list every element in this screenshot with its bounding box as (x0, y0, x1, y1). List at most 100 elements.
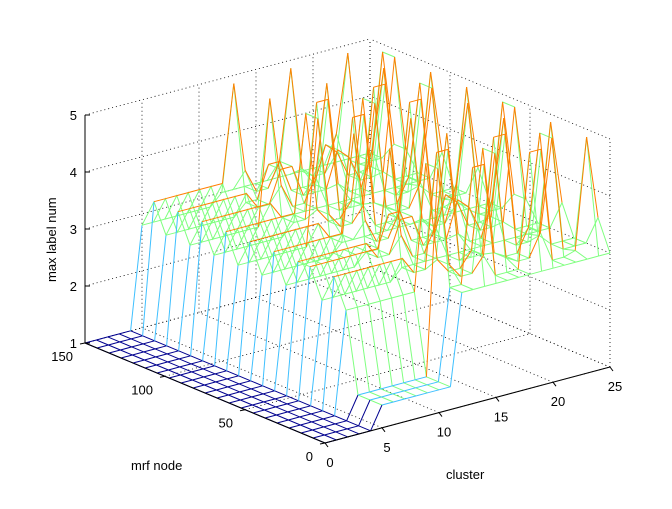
surface-mesh-line (382, 51, 395, 145)
surface-mesh-line (227, 383, 240, 388)
surface-mesh-line (285, 281, 298, 286)
surface-mesh-line (233, 185, 245, 190)
surface-mesh-line (201, 218, 214, 223)
surface-mesh-line (447, 251, 459, 256)
surface-mesh-line (425, 163, 438, 260)
x-tick-labels: 0 5 10 15 20 25 (326, 379, 622, 470)
surface-mesh-line (260, 255, 273, 260)
surface-mesh-line (413, 163, 427, 293)
surface-mesh-line (180, 379, 193, 384)
surface-mesh-line (191, 360, 203, 365)
y-tick (239, 409, 246, 412)
x-tick-label: 25 (608, 379, 622, 394)
surface-mesh-line (353, 133, 366, 221)
x-tick-label: 5 (383, 440, 390, 455)
surface-mesh-line (287, 400, 299, 405)
x-tick (324, 442, 329, 448)
surface-mesh-line (332, 257, 345, 262)
surface-mesh-line (130, 225, 143, 331)
surface-mesh-line (178, 245, 191, 351)
surface-mesh-line (239, 388, 252, 393)
surface-mesh-line (445, 194, 458, 203)
surface-mesh-line (376, 237, 389, 242)
surface-mesh-line (308, 239, 320, 244)
surface-mesh-line (563, 250, 576, 258)
surface-mesh-line (280, 165, 293, 170)
surface-mesh-line (293, 210, 305, 215)
surface-mesh-line (247, 206, 260, 210)
surface-mesh-line (119, 330, 131, 335)
surface-mesh-line (480, 198, 493, 239)
surface-mesh-line (425, 168, 439, 377)
surface-mesh-line (470, 253, 483, 258)
z-tick-labels: 1 2 3 4 5 (70, 108, 77, 351)
surface-mesh-line (423, 241, 435, 246)
surface-mesh-line (252, 401, 264, 406)
surface-mesh-line (301, 168, 314, 177)
surface-mesh-line (370, 404, 383, 432)
surface-mesh-line (495, 271, 507, 276)
surface-mesh-line (234, 202, 247, 218)
surface-mesh-line (214, 231, 227, 366)
surface-mesh-line (246, 193, 259, 208)
surface-mesh-line (319, 236, 332, 240)
surface-mesh-line (264, 414, 277, 419)
surface-mesh-line (370, 157, 383, 162)
surface-mesh-line (301, 167, 314, 172)
z-axis-label: max label num (44, 197, 59, 282)
surface-mesh-line (449, 284, 462, 288)
surface-mesh-line (327, 201, 339, 206)
y-axis-line (84, 342, 326, 444)
surface-mesh-line (257, 98, 271, 228)
surface-mesh-line (483, 164, 496, 276)
surface-mesh-line (310, 300, 323, 406)
surface-mesh-line (200, 202, 213, 207)
surface-mesh-line (216, 394, 229, 399)
surface-mesh-line (371, 171, 384, 178)
surface-mesh-line (494, 153, 507, 258)
x-tick-label: 20 (551, 394, 565, 409)
surface-mesh-line (598, 252, 611, 257)
surface-mesh-line (320, 252, 333, 257)
surface-mesh-line (279, 161, 292, 191)
surface-mesh-line (363, 114, 376, 226)
surface-mesh-line (120, 346, 132, 351)
surface-mesh-line (587, 255, 599, 260)
surface-mesh-line (316, 98, 329, 103)
surface-mesh-line (275, 403, 288, 408)
surface-mesh-line (292, 202, 305, 207)
surface-mesh-line (342, 266, 355, 271)
surface-mesh-line (237, 225, 249, 230)
surface-mesh-line (347, 425, 359, 430)
surface-mesh-line (370, 51, 384, 167)
surface-mesh-line (394, 56, 407, 150)
surface-mesh-line (436, 259, 449, 272)
surface-mesh-line (528, 232, 541, 259)
surface-mesh-line (574, 136, 588, 251)
surface-mesh-line (313, 144, 327, 185)
surface-mesh-line (362, 103, 376, 206)
side-wall-grid-line (369, 38, 611, 140)
surface-mesh-line (240, 396, 252, 401)
surface-mesh-line (239, 380, 251, 385)
surface-mesh-line (132, 351, 144, 356)
surface-mesh-line (404, 387, 416, 392)
surface-mesh-line (293, 219, 306, 223)
z-tick-label: 3 (70, 222, 77, 237)
surface-mesh-line (251, 393, 264, 398)
surface-mesh-line (326, 83, 339, 184)
z-tick-label: 2 (70, 279, 77, 294)
surface-mesh-line (323, 423, 336, 428)
surface-mesh-line (307, 259, 320, 264)
surface-mesh-line (203, 373, 216, 378)
surface-mesh-line (210, 192, 223, 208)
surface-mesh-line (309, 255, 321, 260)
surface-mesh-line (426, 381, 439, 386)
surface-mesh-line (358, 399, 371, 427)
floor-grid-line (312, 281, 554, 383)
surface-mesh-line (156, 361, 168, 366)
surface-mesh-line (270, 203, 283, 218)
surface-mesh-line (389, 148, 402, 236)
surface-mesh-line (504, 236, 516, 241)
